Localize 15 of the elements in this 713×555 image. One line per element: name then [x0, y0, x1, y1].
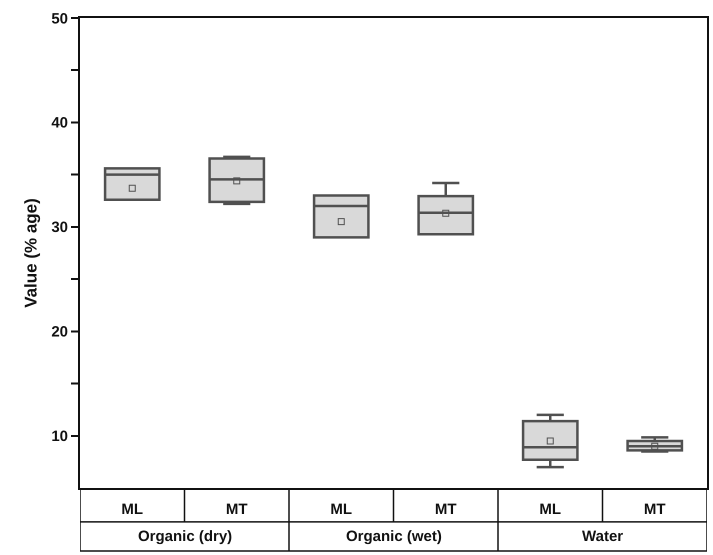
- y-axis-title: Value (% age): [21, 198, 40, 308]
- x-tick-label: ML: [121, 501, 144, 518]
- x-tick-label: ML: [539, 501, 562, 518]
- y-tick-label: 10: [51, 428, 68, 446]
- text: Organic (wet): [346, 528, 442, 545]
- y-tick-label: 20: [51, 324, 68, 341]
- text: Water: [582, 528, 624, 545]
- y-tick-label: 40: [51, 114, 68, 132]
- x-tick-label: MT: [434, 501, 457, 518]
- y-tick-label: 30: [51, 219, 68, 236]
- x-tick-label: MT: [644, 501, 666, 518]
- x-tick-label: ML: [330, 501, 352, 518]
- y-tick-label: 50: [51, 10, 68, 28]
- text: Organic (dry): [138, 528, 232, 545]
- x-tick-label: MT: [226, 501, 248, 518]
